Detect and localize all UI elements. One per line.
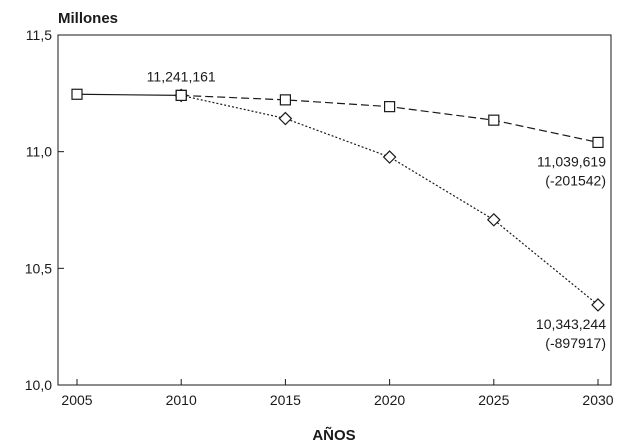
marker-layer — [71, 88, 605, 312]
value-label: 11,241,161 — [147, 68, 216, 84]
annotation-layer: 11,241,161 11,039,619 (-201542) 10,343,244 (… — [147, 68, 607, 351]
y-axis-title: Millones — [58, 10, 118, 27]
value-label: 11,039,619 — [537, 153, 606, 169]
x-axis: 2005 2010 2015 2020 2025 2030 — [61, 379, 614, 408]
y-tick-label: 11,0 — [26, 144, 52, 160]
y-axis: 10,0 10,5 11,0 11,5 — [25, 27, 64, 393]
series-line-solid — [76, 93, 182, 96]
square-marker — [279, 94, 291, 106]
y-tick-label: 10,0 — [25, 377, 52, 393]
value-label: (-201542) — [545, 172, 606, 188]
diamond-marker — [486, 212, 501, 227]
y-tick-label: 10,5 — [25, 260, 52, 276]
x-axis-title: AÑOS — [312, 426, 355, 444]
x-tick-label: 2030 — [582, 392, 613, 408]
value-label: (-897917) — [545, 335, 606, 351]
square-marker — [488, 114, 500, 126]
square-marker — [71, 88, 83, 100]
diamond-marker — [382, 150, 397, 164]
square-marker — [384, 101, 396, 113]
x-tick-label: 2005 — [61, 392, 92, 408]
series-layer — [76, 93, 599, 306]
square-marker — [175, 89, 187, 101]
square-marker — [592, 136, 604, 149]
series-line-dotted — [181, 94, 599, 306]
x-tick-label: 2020 — [374, 392, 405, 408]
value-label: 10,343,244 — [536, 316, 606, 332]
x-tick-label: 2015 — [270, 392, 301, 408]
plot-area-frame — [57, 34, 612, 386]
diamond-marker — [591, 298, 605, 312]
x-tick-label: 2010 — [166, 392, 197, 408]
y-tick-label: 11,5 — [26, 27, 52, 43]
x-tick-label: 2025 — [478, 392, 509, 408]
diamond-marker — [278, 111, 293, 126]
